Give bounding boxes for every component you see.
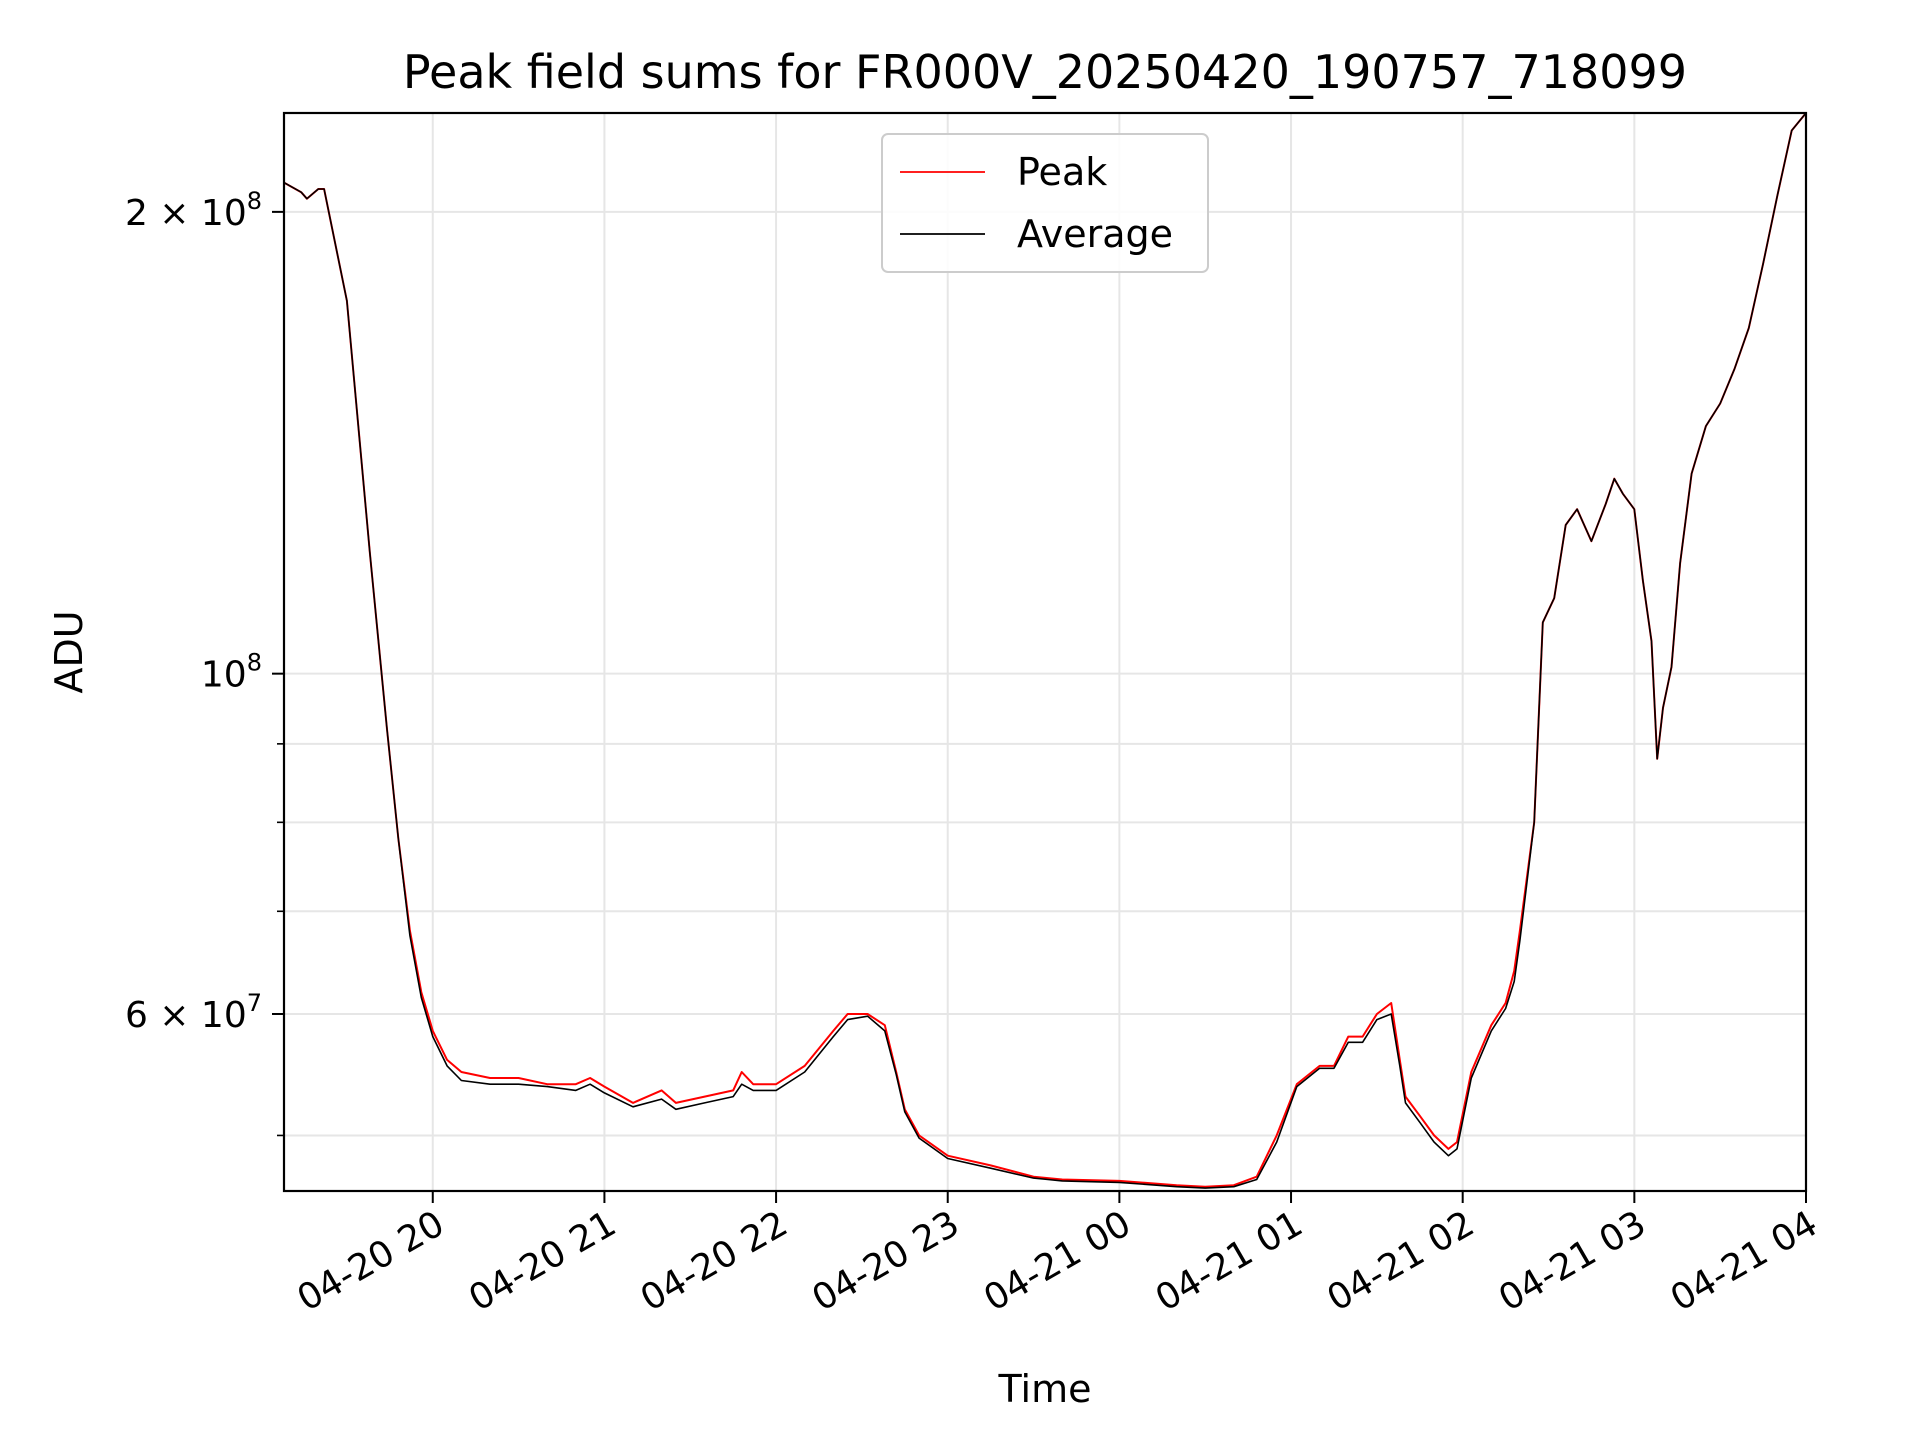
legend-box [881, 133, 1209, 273]
y-axis-label: ADU [47, 610, 91, 693]
x-axis-label: Time [998, 1367, 1092, 1411]
series-layer [284, 113, 1806, 1189]
legend-label-peak: Peak [1017, 150, 1107, 194]
legend-label-average: Average [1017, 212, 1173, 256]
series-line-average [284, 113, 1806, 1189]
plot-frame [282, 111, 1808, 1193]
y-tick-label: 2 × 108 [125, 187, 262, 234]
legend: Peak Average [881, 133, 1209, 273]
y-tick-label: 6 × 107 [125, 989, 262, 1036]
chart-title: Peak field sums for FR000V_20250420_1907… [403, 45, 1687, 99]
